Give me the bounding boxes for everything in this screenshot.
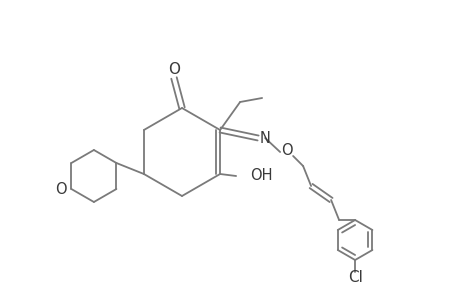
Text: O: O bbox=[56, 182, 67, 196]
Text: O: O bbox=[281, 142, 292, 158]
Text: N: N bbox=[259, 130, 270, 146]
Text: Cl: Cl bbox=[347, 271, 362, 286]
Text: OH: OH bbox=[250, 169, 272, 184]
Text: O: O bbox=[168, 61, 179, 76]
